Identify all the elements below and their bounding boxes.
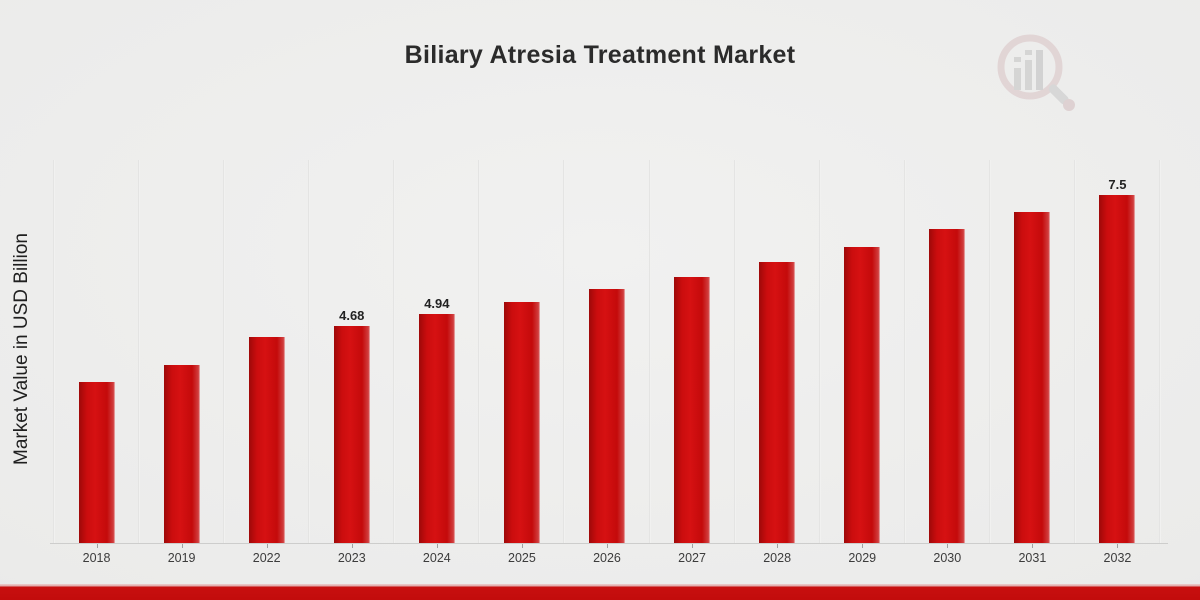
bar-value-label-2023: 4.68 bbox=[339, 307, 365, 323]
category-gridline bbox=[563, 160, 566, 543]
category-gridline bbox=[818, 160, 821, 543]
bar-2018 bbox=[78, 381, 115, 543]
bar-2029 bbox=[844, 246, 881, 543]
category-gridline bbox=[648, 160, 651, 543]
category-gridline bbox=[903, 160, 906, 543]
x-tick-label-2029: 2029 bbox=[848, 551, 877, 565]
axis-tick bbox=[1032, 544, 1034, 548]
axis-tick bbox=[1117, 544, 1119, 548]
x-axis-tick-labels: 2018 2019 2022 2023 2024 2025 2026 2027 2028 2029… bbox=[54, 551, 1160, 569]
bar-2022 bbox=[248, 336, 285, 543]
category-gridline bbox=[138, 160, 141, 543]
axis-tick bbox=[436, 544, 438, 548]
x-tick-label-2025: 2025 bbox=[508, 551, 536, 565]
bar-value-label-2032: 7.5 bbox=[1108, 176, 1127, 192]
axis-tick bbox=[862, 544, 864, 548]
x-tick-label-2030: 2030 bbox=[933, 551, 962, 565]
category-gridline bbox=[1073, 160, 1076, 543]
x-tick-label-2018: 2018 bbox=[82, 551, 111, 565]
x-tick-label-2026: 2026 bbox=[593, 551, 621, 565]
axis-tick bbox=[266, 544, 268, 548]
category-gridline bbox=[53, 160, 55, 543]
bar-2026 bbox=[589, 289, 625, 543]
bar-value-label-2024: 4.94 bbox=[424, 295, 450, 311]
bottom-accent-band bbox=[0, 584, 1200, 600]
category-gridline bbox=[988, 160, 991, 543]
bar-2032 bbox=[1099, 194, 1136, 543]
category-gridline bbox=[223, 160, 226, 543]
x-tick-label-2032: 2032 bbox=[1103, 551, 1132, 565]
category-gridline bbox=[478, 160, 481, 543]
bar-2024 bbox=[418, 313, 455, 543]
bar-2027 bbox=[674, 276, 711, 543]
chart-title: Biliary Atresia Treatment Market bbox=[404, 41, 796, 69]
bar-2025 bbox=[503, 302, 540, 543]
axis-tick bbox=[777, 544, 779, 548]
category-gridline bbox=[393, 160, 396, 543]
category-gridline bbox=[1159, 160, 1161, 543]
axis-tick bbox=[351, 544, 353, 548]
category-gridline bbox=[308, 160, 311, 543]
bar-2019 bbox=[163, 365, 200, 543]
bar-2031 bbox=[1014, 212, 1051, 543]
axis-tick bbox=[181, 544, 183, 548]
axis-tick bbox=[692, 544, 694, 548]
category-gridline bbox=[733, 160, 736, 543]
x-tick-label-2028: 2028 bbox=[763, 551, 792, 565]
x-tick-label-2027: 2027 bbox=[678, 551, 706, 565]
brand-logo-watermark-icon bbox=[997, 34, 1075, 111]
y-axis-title: Market Value in USD Billion bbox=[11, 233, 32, 465]
x-tick-label-2023: 2023 bbox=[337, 551, 366, 565]
axis-tick bbox=[947, 544, 949, 548]
x-axis-line bbox=[50, 543, 1168, 544]
bar-2030 bbox=[929, 228, 966, 543]
x-tick-label-2024: 2024 bbox=[422, 551, 451, 565]
bar-2028 bbox=[759, 262, 796, 543]
axis-tick bbox=[96, 544, 98, 548]
axis-tick bbox=[607, 544, 608, 548]
bar-2023 bbox=[333, 325, 370, 543]
axis-tick bbox=[521, 544, 523, 548]
x-tick-label-2031: 2031 bbox=[1018, 551, 1047, 565]
x-tick-label-2019: 2019 bbox=[167, 551, 196, 565]
x-tick-label-2022: 2022 bbox=[252, 551, 281, 565]
plot-area: 4.68 4.94 7.5 bbox=[53, 160, 1161, 543]
